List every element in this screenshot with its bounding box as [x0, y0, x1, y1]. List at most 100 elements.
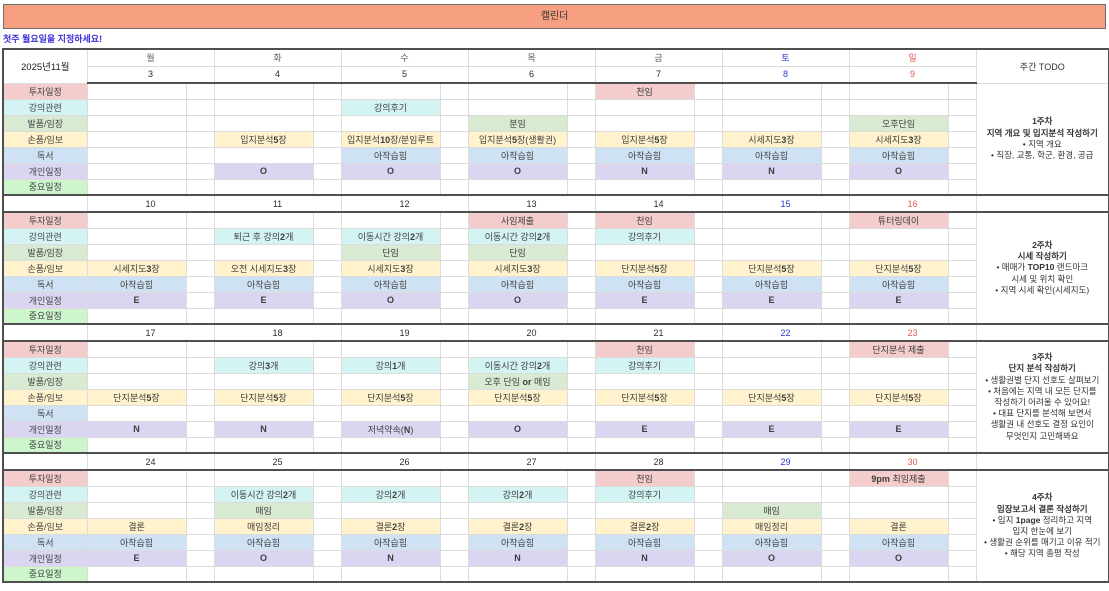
spacer-cell[interactable] [947, 211, 977, 229]
spacer-cell[interactable] [439, 501, 469, 519]
spacer-cell[interactable] [312, 420, 342, 438]
date-cell[interactable]: 10 [86, 194, 215, 213]
schedule-cell[interactable]: 강의후기 [594, 485, 695, 503]
spacer-cell[interactable] [693, 549, 723, 567]
spacer-cell[interactable] [312, 114, 342, 132]
spacer-cell[interactable] [693, 436, 723, 454]
spacer-cell[interactable] [947, 549, 977, 567]
spacer-cell[interactable] [312, 178, 342, 196]
row-label-2[interactable]: 발품/임장 [2, 372, 88, 390]
spacer-cell[interactable] [185, 243, 215, 261]
schedule-cell[interactable]: 강의1개 [340, 356, 441, 374]
schedule-cell[interactable] [86, 404, 187, 422]
row-label-0[interactable]: 투자일정 [2, 211, 88, 229]
spacer-cell[interactable] [693, 162, 723, 180]
spacer-cell[interactable] [693, 227, 723, 245]
date-cell[interactable]: 18 [213, 323, 342, 342]
schedule-cell[interactable] [340, 340, 441, 358]
spacer-cell[interactable] [820, 259, 850, 277]
schedule-cell[interactable]: 시세지도3장 [467, 259, 568, 277]
row-label-2[interactable]: 발품/임장 [2, 501, 88, 519]
schedule-cell[interactable] [721, 98, 822, 116]
schedule-cell[interactable]: 매임 [721, 501, 822, 519]
schedule-cell[interactable] [848, 356, 949, 374]
row-label-1[interactable]: 강의관련 [2, 227, 88, 245]
spacer-cell[interactable] [566, 98, 596, 116]
spacer-cell[interactable] [566, 162, 596, 180]
schedule-cell[interactable]: N [340, 549, 441, 567]
schedule-cell[interactable]: 아작습힘 [721, 275, 822, 293]
spacer-cell[interactable] [947, 388, 977, 406]
row-label-1[interactable]: 강의관련 [2, 485, 88, 503]
schedule-cell[interactable]: 결론2장 [340, 517, 441, 535]
schedule-cell[interactable]: E [594, 420, 695, 438]
spacer-cell[interactable] [693, 517, 723, 535]
spacer-cell[interactable] [185, 549, 215, 567]
schedule-cell[interactable]: O [340, 291, 441, 309]
schedule-cell[interactable] [213, 146, 314, 164]
row-label-3[interactable]: 손품/임보 [2, 130, 88, 148]
spacer-cell[interactable] [947, 533, 977, 551]
date-cell[interactable]: 9 [848, 65, 977, 84]
weekly-todo-cell[interactable]: 2주차 시세 작성하기 • 매매가 TOP10 랜드마크 시세 및 위치 확인 • 지역… [975, 211, 1109, 325]
spacer-cell[interactable] [693, 388, 723, 406]
row-label-1[interactable]: 강의관련 [2, 98, 88, 116]
spacer-cell[interactable] [312, 275, 342, 293]
row-label-5[interactable]: 개인일정 [2, 162, 88, 180]
schedule-cell[interactable]: 결론 [86, 517, 187, 535]
spacer-cell[interactable] [566, 372, 596, 390]
schedule-cell[interactable]: 시세지도3장 [86, 259, 187, 277]
spacer-cell[interactable] [185, 372, 215, 390]
schedule-cell[interactable]: 천임 [594, 340, 695, 358]
spacer-cell[interactable] [439, 436, 469, 454]
schedule-cell[interactable]: O [213, 549, 314, 567]
spacer-cell[interactable] [566, 340, 596, 358]
schedule-cell[interactable]: 아작습힘 [848, 533, 949, 551]
spacer-cell[interactable] [820, 146, 850, 164]
schedule-cell[interactable]: N [594, 549, 695, 567]
date-cell[interactable]: 13 [467, 194, 596, 213]
date-cell[interactable]: 22 [721, 323, 850, 342]
schedule-cell[interactable] [86, 356, 187, 374]
spacer-cell[interactable] [693, 98, 723, 116]
schedule-cell[interactable] [213, 404, 314, 422]
day-header-5[interactable]: 토 [721, 48, 850, 67]
spacer-cell[interactable] [312, 340, 342, 358]
spacer-cell[interactable] [185, 565, 215, 583]
schedule-cell[interactable] [848, 82, 949, 100]
spacer-cell[interactable] [693, 420, 723, 438]
note-text[interactable]: 첫주 월요일을 지정하세요! [3, 34, 103, 44]
schedule-cell[interactable] [213, 340, 314, 358]
date-cell[interactable]: 28 [594, 452, 723, 471]
schedule-cell[interactable] [848, 178, 949, 196]
month-label-empty[interactable] [2, 323, 88, 342]
schedule-cell[interactable] [340, 436, 441, 454]
spacer-cell[interactable] [566, 404, 596, 422]
schedule-cell[interactable] [340, 82, 441, 100]
schedule-cell[interactable]: 아작습힘 [467, 275, 568, 293]
schedule-cell[interactable]: O [467, 162, 568, 180]
spacer-cell[interactable] [820, 340, 850, 358]
schedule-cell[interactable]: 사임제출 [467, 211, 568, 229]
schedule-cell[interactable] [848, 243, 949, 261]
spacer-cell[interactable] [185, 227, 215, 245]
row-label-6[interactable]: 중요일정 [2, 178, 88, 196]
schedule-cell[interactable]: 아작습힘 [86, 533, 187, 551]
spacer-cell[interactable] [693, 469, 723, 487]
schedule-cell[interactable] [86, 340, 187, 358]
spacer-cell[interactable] [312, 162, 342, 180]
spacer-cell[interactable] [566, 227, 596, 245]
schedule-cell[interactable] [86, 436, 187, 454]
spacer-cell[interactable] [693, 533, 723, 551]
spacer-cell[interactable] [439, 404, 469, 422]
spacer-cell[interactable] [312, 227, 342, 245]
spacer-cell[interactable] [439, 372, 469, 390]
spacer-cell[interactable] [566, 146, 596, 164]
schedule-cell[interactable]: O [467, 420, 568, 438]
schedule-cell[interactable] [86, 146, 187, 164]
schedule-cell[interactable]: 시세지도3장 [721, 130, 822, 148]
schedule-cell[interactable]: 튜터링데이 [848, 211, 949, 229]
schedule-cell[interactable]: 결론2장 [467, 517, 568, 535]
schedule-cell[interactable]: 아작습힘 [848, 146, 949, 164]
row-label-2[interactable]: 발품/임장 [2, 114, 88, 132]
